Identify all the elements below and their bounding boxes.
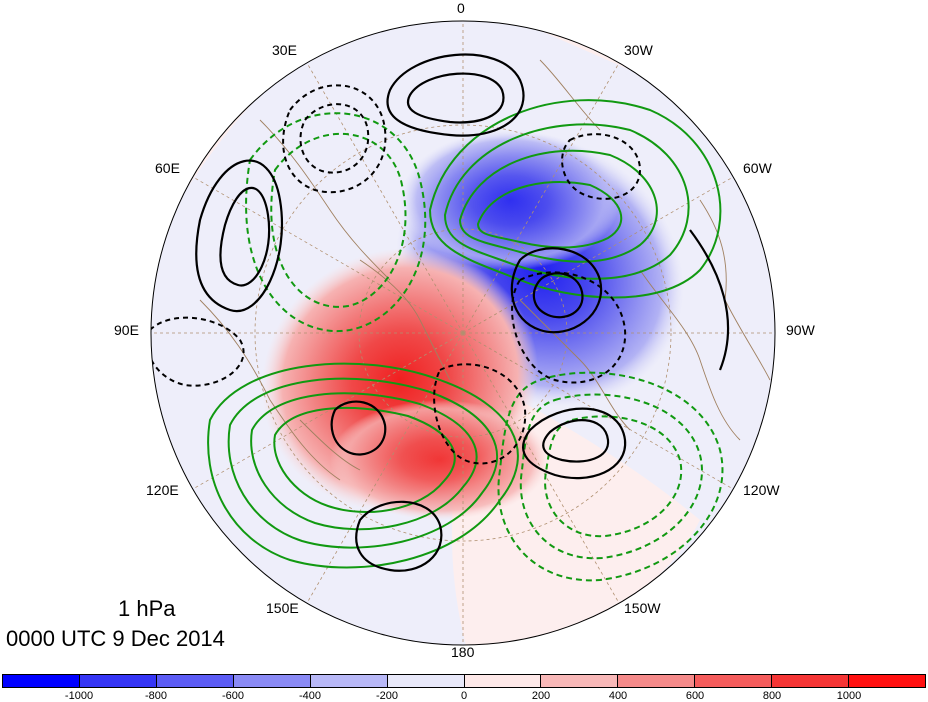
colorbar-tick-label: -600: [221, 690, 245, 702]
colorbar: [2, 674, 926, 688]
colorbar-tick-label: 0: [460, 690, 468, 702]
pressure-level-label: 1 hPa: [118, 596, 176, 621]
colorbar-tick-label: -200: [375, 690, 399, 702]
green-solid-contours: [207, 99, 722, 569]
lon-label-150w: 150W: [624, 600, 661, 616]
colorbar-tick-label: 1000: [836, 690, 862, 702]
colorbar-segment: [772, 675, 850, 687]
lon-label-180: 180: [451, 644, 475, 660]
green-dashed-contours: [245, 112, 724, 582]
timestamp-label: 0000 UTC 9 Dec 2014: [6, 626, 225, 651]
lon-label-90w: 90W: [786, 322, 815, 338]
colorbar-tick-label: 800: [762, 690, 782, 702]
colorbar-tick-label: 600: [685, 690, 705, 702]
colorbar-tick-label: -800: [144, 690, 168, 702]
colorbar-segment: [849, 675, 926, 687]
colorbar-tick-label: 400: [608, 690, 628, 702]
lon-label-150e: 150E: [266, 600, 299, 616]
lon-label-30w: 30W: [624, 42, 653, 58]
negative-anomaly-blob: [400, 130, 620, 270]
colorbar-tick-label: 200: [531, 690, 551, 702]
colorbar-segment: [695, 675, 773, 687]
lon-label-120e: 120E: [146, 482, 179, 498]
colorbar-tick-label: -400: [298, 690, 322, 702]
colorbar-segment: [618, 675, 696, 687]
colorbar-segment: [387, 675, 465, 687]
lon-label-60e: 60E: [155, 160, 180, 176]
colorbar-segment: [464, 675, 542, 687]
colorbar-segment: [156, 675, 234, 687]
coastlines: [199, 59, 771, 481]
lon-label-30e: 30E: [272, 42, 297, 58]
colorbar-segment: [79, 675, 157, 687]
colorbar-segment: [541, 675, 619, 687]
colorbar-segment: [3, 675, 80, 687]
lon-label-90e: 90E: [114, 322, 139, 338]
colorbar-segment: [310, 675, 388, 687]
black-solid-contours: [195, 53, 730, 572]
colorbar-segment: [233, 675, 311, 687]
lon-label-0: 0: [457, 0, 465, 16]
lon-label-60w: 60W: [743, 160, 772, 176]
black-dashed-contours: [151, 84, 642, 465]
lon-label-120w: 120W: [743, 482, 780, 498]
colorbar-tick-label: -1000: [64, 690, 94, 702]
map-boundary: [150, 20, 776, 646]
